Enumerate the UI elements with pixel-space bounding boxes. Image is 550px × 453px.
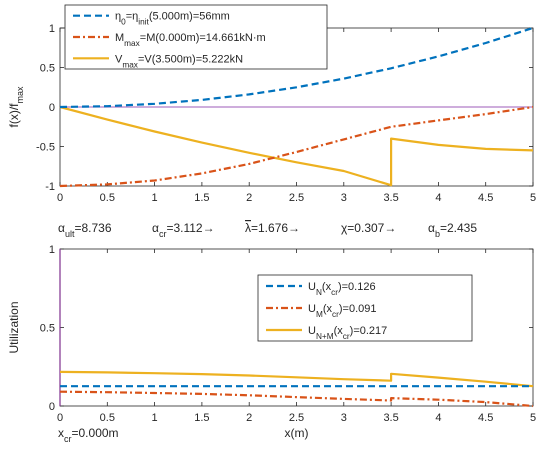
x-tick-label: 1 xyxy=(152,412,158,424)
legend: η0=ηinit(5.000m)=56mm Mmax=M(0.000m)=14.6… xyxy=(64,4,328,70)
x-tick-label: 1.5 xyxy=(194,192,209,204)
y-tick-label: 0 xyxy=(49,102,55,114)
x-tick-label: 1 xyxy=(152,192,158,204)
xcr-label: xcr=0.000m xyxy=(58,426,119,444)
stability-factors-line: αult=8.736 αcr=3.112→ λ=1.676→ χ=0.307→ αb=2… xyxy=(58,221,477,239)
factor-label: αult=8.736 xyxy=(58,221,112,239)
x-tick-label: 4.5 xyxy=(478,412,493,424)
x-tick-label: 3.5 xyxy=(383,192,398,204)
y-tick-label: 0.5 xyxy=(40,63,55,75)
y-tick-label: 1 xyxy=(49,23,55,35)
x-tick-label: 4 xyxy=(435,192,441,204)
x-tick-label: 4.5 xyxy=(478,192,493,204)
x-tick-label: 4 xyxy=(435,412,441,424)
legend-label: UN(xcr)=0.126 xyxy=(308,281,376,297)
x-tick-label: 3 xyxy=(341,412,347,424)
x-tick-label: 2 xyxy=(246,412,252,424)
x-axis-label: x(m) xyxy=(285,426,309,440)
x-tick-label: 0.5 xyxy=(100,192,115,204)
legend-label: UN+M(xcr)=0.217 xyxy=(308,325,387,341)
x-tick-label: 0.5 xyxy=(100,412,115,424)
y-tick-label: -1 xyxy=(45,181,55,193)
y-tick-label: 0 xyxy=(49,401,55,413)
factor-label: αcr=3.112→ xyxy=(152,221,215,239)
factor-label: αb=2.435 xyxy=(428,221,477,239)
series-line-2 xyxy=(59,105,534,187)
series-line-0 xyxy=(59,26,534,109)
x-tick-label: 5 xyxy=(530,412,536,424)
y-tick-label: -0.5 xyxy=(36,142,55,154)
x-tick-label: 2.5 xyxy=(289,192,304,204)
series-line-1 xyxy=(59,390,534,408)
series-line-2 xyxy=(59,370,534,388)
y-axis-label: Utilization xyxy=(7,301,21,353)
factor-label: χ=0.307→ xyxy=(341,221,396,235)
x-tick-label: 2 xyxy=(246,192,252,204)
top-chart: 0 0.5 1 1.5 2 2.5 3 3.5 4 4.5 5 -1 -0.5 0 0.5 1 f(x)/fma… xyxy=(7,4,536,204)
legend: UN(xcr)=0.126 UM(xcr)=0.091 UN+M(xcr)=0.21… xyxy=(257,274,473,342)
legend-label: η0=ηinit(5.000m)=56mm xyxy=(115,11,230,27)
x-tick-label: 5 xyxy=(530,192,536,204)
x-tick-label: 3.5 xyxy=(383,412,398,424)
xcr-readout: xcr=0.000m xyxy=(58,426,119,444)
x-tick-label: 3 xyxy=(341,192,347,204)
y-tick-label: 0.5 xyxy=(40,323,55,335)
legend-label: UM(xcr)=0.091 xyxy=(308,303,377,319)
y-axis-label: f(x)/fmax xyxy=(7,86,25,128)
x-tick-label: 2.5 xyxy=(289,412,304,424)
y-tick-label: 1 xyxy=(49,244,55,256)
x-tick-label: 0 xyxy=(57,192,63,204)
x-tick-label: 0 xyxy=(57,412,63,424)
legend-label: Mmax=M(0.000m)=14.661kN·m xyxy=(115,32,266,48)
series-line-1 xyxy=(59,105,534,188)
legend-label: Vmax=V(3.500m)=5.222kN xyxy=(115,53,243,68)
utilization-chart: 0 0.5 1 1.5 2 2.5 3 3.5 4 4.5 5 0 0.5 1 Utilization x(m… xyxy=(7,244,536,440)
factor-label: λ=1.676→ xyxy=(245,221,300,235)
x-tick-label: 1.5 xyxy=(194,412,209,424)
